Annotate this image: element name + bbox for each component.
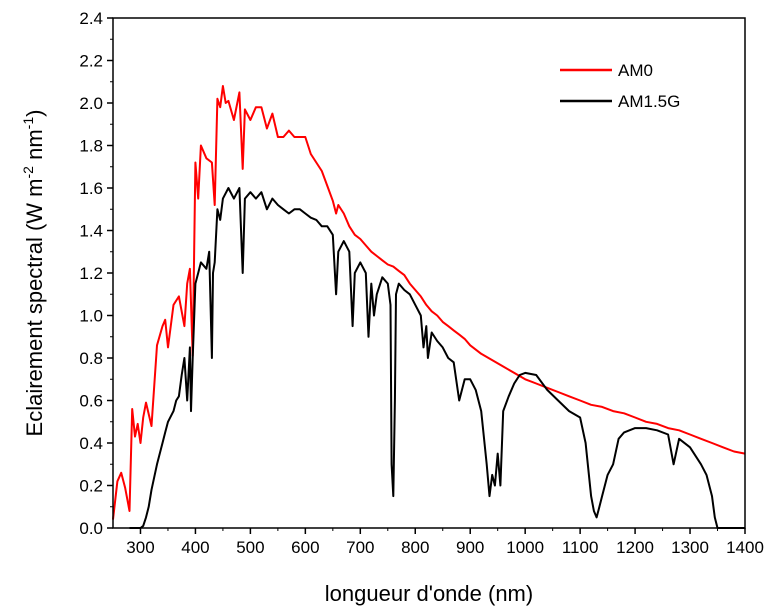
y-axis-title: Eclairement spectral (W m-2 nm-1): [20, 110, 47, 437]
y-tick-label: 2.4: [79, 9, 103, 28]
legend-label-am0: AM0: [618, 61, 653, 80]
series-layer: [112, 85, 746, 529]
x-tick-label: 600: [291, 538, 319, 557]
x-tick-label: 1200: [616, 538, 654, 557]
y-tick-label: 1.2: [79, 264, 103, 283]
y-tick-label: 0.8: [79, 349, 103, 368]
y-tick-label: 2.2: [79, 52, 103, 71]
y-tick-label: 0.2: [79, 477, 103, 496]
y-axis-title-main: Eclairement spectral (W m: [22, 178, 47, 436]
y-axis-title-end: ): [22, 110, 47, 117]
y-tick-label: 1.6: [79, 179, 103, 198]
y-axis-title-sup2: -1: [20, 117, 36, 130]
y-tick-label: 0.0: [79, 519, 103, 538]
x-tick-label: 500: [236, 538, 264, 557]
y-tick-label: 0.4: [79, 434, 103, 453]
y-tick-label: 1.4: [79, 222, 103, 241]
legend-label-am15g: AM1.5G: [618, 92, 680, 111]
x-tick-label: 1100: [562, 538, 599, 557]
y-tick-label: 2.0: [79, 94, 103, 113]
series-line-am0: [112, 85, 746, 520]
y-tick-label: 1.0: [79, 307, 103, 326]
x-axis-title: longueur d'onde (nm): [325, 581, 533, 606]
x-tick-label: 800: [401, 538, 429, 557]
x-tick-label: 300: [126, 538, 154, 557]
x-tick-label: 1300: [671, 538, 709, 557]
x-tick-label: 1400: [726, 538, 764, 557]
x-tick-label: 400: [181, 538, 209, 557]
y-axis-title-mid: nm: [22, 129, 47, 166]
y-tick-label: 1.8: [79, 137, 103, 156]
x-tick-label: 700: [346, 538, 374, 557]
y-tick-label: 0.6: [79, 392, 103, 411]
tick-layer: 300 400 500 600 700 800 900 1000 1100 1200 1300 140…: [79, 9, 764, 557]
x-tick-label: 1000: [506, 538, 544, 557]
y-axis-title-sup1: -2: [20, 166, 36, 179]
x-tick-label: 900: [456, 538, 484, 557]
series-line-am15g: [129, 187, 745, 529]
legend: AM0 AM1.5G: [560, 61, 680, 111]
